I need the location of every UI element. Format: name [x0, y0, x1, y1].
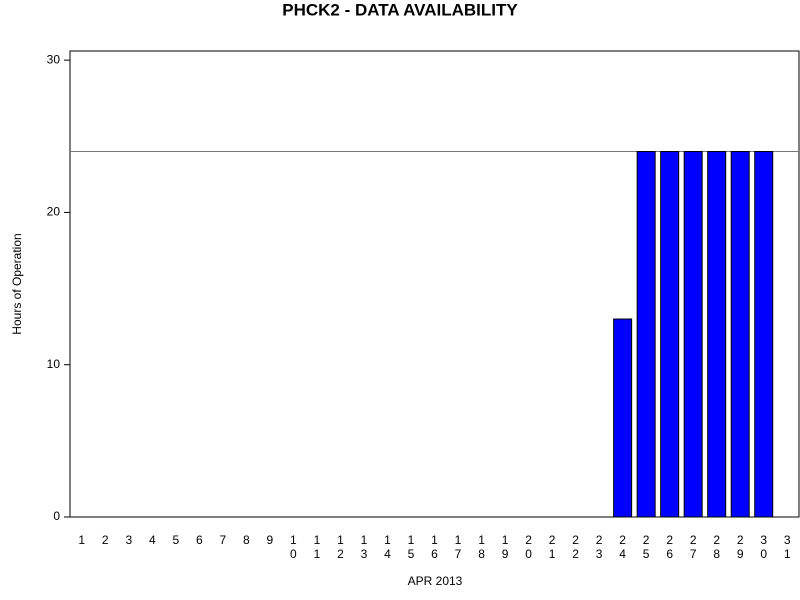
y-tick-label: 20 [47, 205, 61, 219]
x-tick-label: 8 [243, 533, 250, 547]
x-tick-label: 9 [267, 533, 274, 547]
chart-title: PHCK2 - DATA AVAILABILITY [282, 0, 518, 19]
x-tick-label: 3 [125, 533, 132, 547]
bar [660, 151, 680, 518]
bar [730, 151, 750, 518]
x-axis-title: APR 2013 [408, 574, 463, 588]
bar [683, 151, 703, 518]
x-tick-label: 1 [78, 533, 85, 547]
x-tick-label: 7 [220, 533, 227, 547]
x-tick-label: 2 [102, 533, 109, 547]
bar [754, 151, 774, 518]
y-axis-title: Hours of Operation [10, 233, 24, 334]
x-tick-label: 5 [172, 533, 179, 547]
y-tick-label: 0 [53, 509, 60, 523]
bar [613, 318, 633, 518]
y-tick-label: 30 [47, 52, 61, 66]
plot-frame [69, 50, 800, 518]
bar [707, 151, 727, 518]
x-tick-label: 4 [149, 533, 156, 547]
bar [636, 151, 656, 518]
x-tick-label: 6 [196, 533, 203, 547]
y-tick-label: 10 [47, 357, 61, 371]
